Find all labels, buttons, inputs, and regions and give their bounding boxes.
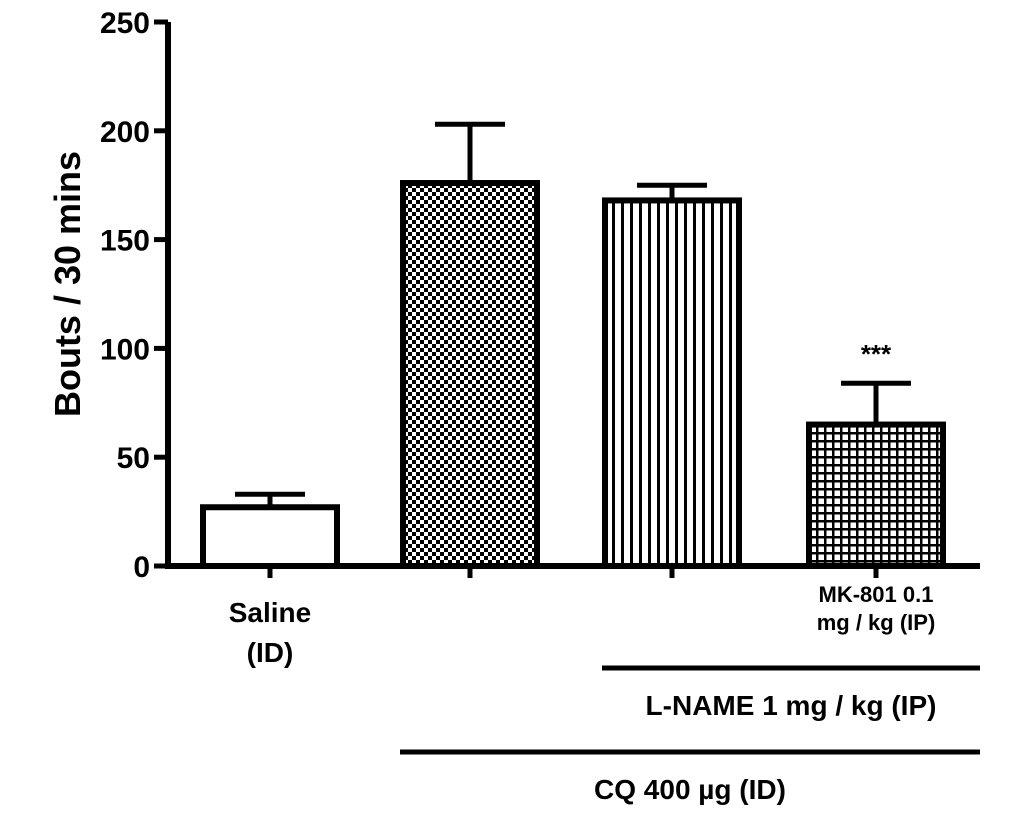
bar — [806, 421, 946, 569]
bracket-label: CQ 400 µg (ID) — [594, 774, 786, 805]
bar — [602, 197, 742, 569]
y-axis-title: Bouts / 30 mins — [47, 151, 88, 417]
y-tick-label: 150 — [100, 225, 150, 258]
annotations: *** — [861, 339, 892, 369]
x-category-label: MK-801 0.1 — [819, 582, 934, 607]
y-tick-label: 50 — [117, 442, 150, 475]
x-category-label: Saline — [229, 597, 311, 628]
y-tick-label: 200 — [100, 116, 150, 149]
treatment-brackets: L-NAME 1 mg / kg (IP) CQ 400 µg (ID) — [400, 665, 980, 805]
x-category-label: mg / kg (IP) — [817, 610, 936, 635]
bar — [400, 180, 540, 570]
y-tick-label: 250 — [100, 7, 150, 40]
bar — [200, 504, 340, 569]
y-tick-label: 0 — [133, 551, 150, 584]
category-labels: Saline (ID) MK-801 0.1 mg / kg (IP) — [229, 582, 936, 668]
bars — [200, 121, 946, 570]
significance-annotation: *** — [861, 339, 892, 369]
bracket-label: L-NAME 1 mg / kg (IP) — [646, 690, 937, 721]
x-category-label: (ID) — [247, 637, 294, 668]
axes — [165, 22, 980, 578]
y-tick-label: 100 — [100, 333, 150, 366]
y-axis-ticks: 0 50 100 150 200 250 — [100, 7, 168, 584]
